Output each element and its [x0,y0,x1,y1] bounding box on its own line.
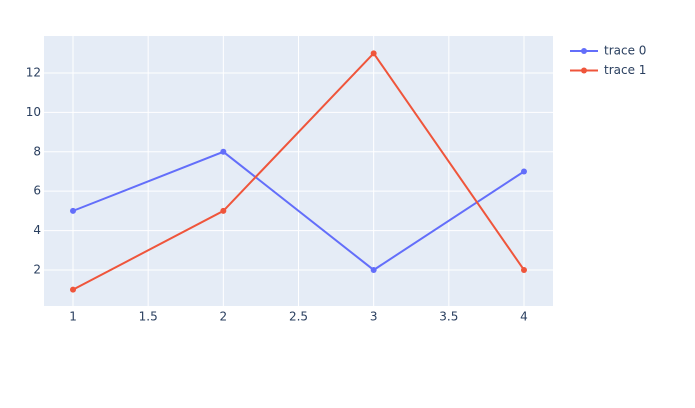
x-tick-label: 3.5 [439,310,458,324]
marker [520,168,527,175]
series-line [72,51,525,291]
x-tick-label: 1.5 [139,310,158,324]
marker [370,50,377,57]
legend-label[interactable]: trace 1 [604,63,646,77]
legend-marker [581,67,587,74]
x-tick-label: 3 [370,310,378,324]
marker [370,266,377,273]
y-tick-label: 12 [26,66,41,80]
x-tick-label: 2.5 [289,310,308,324]
y-tick-label: 4 [33,223,41,237]
x-tick-label: 2 [220,310,228,324]
marker [70,286,77,293]
marker [220,207,227,214]
y-tick-label: 10 [26,105,41,119]
legend-label[interactable]: trace 0 [604,44,646,58]
y-tick-label: 2 [33,262,41,276]
marker [520,266,527,273]
x-tick-label: 1 [69,310,77,324]
y-tick-label: 8 [33,144,41,158]
series-line [72,150,525,272]
marker [70,207,77,214]
x-tick-label: 4 [520,310,528,324]
legend-marker [581,48,587,54]
y-tick-label: 6 [33,184,41,198]
marker [220,148,227,155]
